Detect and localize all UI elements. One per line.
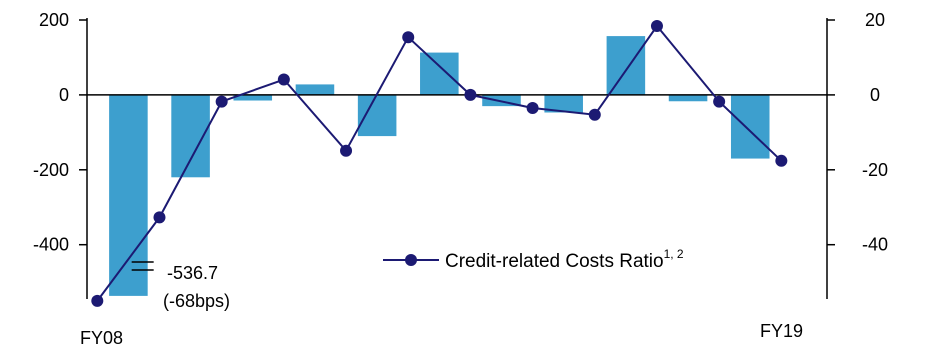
right-axis-tick-label: -20	[862, 160, 888, 180]
x-label-end: FY19	[760, 321, 803, 341]
left-axis: 200 0 -200 -400	[33, 10, 87, 255]
line-point	[588, 108, 601, 121]
line-series	[91, 19, 788, 307]
legend-label: Credit-related Costs Ratio1, 2	[445, 247, 684, 272]
line-point	[402, 31, 415, 44]
bar	[668, 94, 708, 102]
bar	[233, 94, 273, 101]
line-point	[775, 154, 788, 167]
line-point	[153, 211, 166, 224]
legend-label-text: Credit-related Costs Ratio	[445, 251, 664, 272]
bar	[109, 94, 148, 296]
right-axis-tick-label: 20	[865, 10, 885, 30]
legend-marker	[405, 254, 417, 266]
line-point	[464, 88, 477, 101]
annotation-value: -536.7	[167, 263, 218, 283]
line-point	[277, 73, 290, 86]
line-point	[650, 19, 663, 32]
left-axis-tick-label: 0	[59, 85, 69, 105]
line-point	[340, 144, 353, 157]
annotation: -536.7 (-68bps)	[131, 261, 230, 311]
left-axis-tick-label: -200	[33, 160, 69, 180]
legend-superscript: 1, 2	[664, 247, 684, 261]
x-label-start: FY08	[80, 328, 123, 348]
line-point	[713, 95, 726, 108]
bar	[295, 84, 335, 95]
left-axis-tick-label: 200	[39, 10, 69, 30]
annotation-note: (-68bps)	[163, 291, 230, 311]
series-line	[96, 24, 782, 302]
right-axis-tick-label: -40	[862, 235, 888, 255]
legend: Credit-related Costs Ratio1, 2	[383, 247, 684, 272]
line-point	[91, 294, 104, 307]
right-axis-tick-label: 0	[870, 85, 880, 105]
bar	[606, 36, 646, 95]
bar	[420, 52, 459, 95]
bar	[544, 94, 583, 113]
line-point	[215, 95, 228, 108]
bar	[730, 94, 770, 159]
line-point	[526, 102, 539, 115]
right-axis: 20 0 -20 -40	[827, 10, 888, 255]
left-axis-tick-label: -400	[33, 235, 69, 255]
bar	[357, 94, 397, 137]
